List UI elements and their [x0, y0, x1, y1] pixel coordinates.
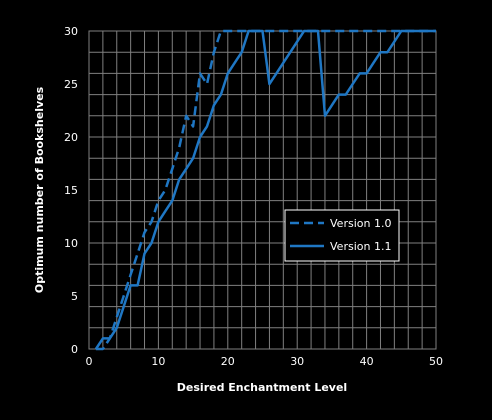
legend: Version 1.0 Version 1.1 [284, 209, 400, 262]
x-tick-label: 10 [151, 355, 165, 368]
y-tick-label: 20 [64, 131, 78, 144]
legend-label-version-1-0: Version 1.0 [330, 217, 391, 230]
x-axis-title: Desired Enchantment Level [177, 381, 347, 394]
y-tick-label: 5 [71, 290, 78, 303]
legend-label-version-1-1: Version 1.1 [330, 240, 391, 253]
y-tick-label: 15 [64, 184, 78, 197]
y-tick-label: 0 [71, 343, 78, 356]
y-tick-label: 25 [64, 78, 78, 91]
y-tick-label: 30 [64, 25, 78, 38]
tick-labels: 0 10 20 30 40 50 0 5 10 15 20 25 30 [64, 25, 443, 368]
legend-box [284, 209, 400, 262]
series-line-version-1-1 [94, 29, 436, 350]
series-line-version-1-0 [95, 29, 436, 351]
y-axis-title: Optimum number of Bookshelves [33, 86, 46, 293]
plot-grid [88, 30, 437, 350]
y-tick-label: 10 [64, 237, 78, 250]
x-tick-label: 40 [360, 355, 374, 368]
x-tick-label: 20 [221, 355, 235, 368]
series-lines [94, 29, 436, 351]
x-tick-label: 0 [86, 355, 93, 368]
x-tick-label: 50 [429, 355, 443, 368]
x-tick-label: 30 [290, 355, 304, 368]
